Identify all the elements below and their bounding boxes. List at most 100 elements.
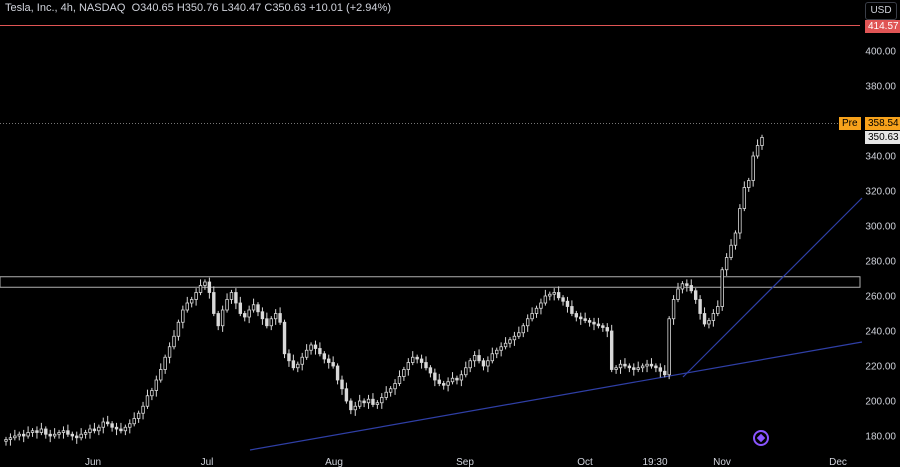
candle-body	[119, 428, 123, 432]
candle-body	[698, 299, 702, 314]
tradingview-logo-icon[interactable]	[753, 430, 769, 446]
candle-body	[636, 367, 640, 370]
low-label: L	[221, 2, 228, 14]
candle-body	[459, 374, 464, 381]
x-tick-label: Aug	[325, 457, 343, 467]
candle-body	[525, 318, 530, 327]
candle-series	[4, 134, 764, 446]
candle-body	[265, 318, 269, 327]
candle-body	[203, 281, 207, 286]
x-tick-label: Sep	[456, 457, 474, 467]
candle-body	[561, 297, 565, 302]
candle-body	[609, 330, 614, 370]
candle-body	[733, 232, 738, 246]
price-axis[interactable]: 180.00 200.00 220.00 240.00 260.00 280.00 300.…	[865, 47, 896, 443]
candle-body	[344, 388, 349, 402]
candle-body	[282, 321, 287, 355]
candle-body	[83, 432, 88, 435]
x-tick-label: Nov	[713, 457, 731, 467]
candle-body	[132, 418, 136, 425]
candle-body	[587, 320, 592, 323]
candle-body	[596, 323, 601, 327]
candle-body	[4, 439, 8, 442]
candle-body	[760, 136, 764, 146]
time-axis[interactable]: Jun Jul Aug Sep Oct 19:30 Nov Dec	[85, 457, 847, 467]
candle-body	[614, 367, 618, 370]
close-value: 350.63	[272, 2, 306, 14]
candle-body	[654, 365, 658, 369]
candle-body	[556, 292, 561, 299]
candle-body	[189, 299, 194, 304]
candle-body	[362, 400, 366, 404]
candle-body	[61, 430, 66, 433]
candle-body	[455, 377, 459, 381]
close-label: C	[264, 2, 273, 14]
candle-body	[159, 369, 163, 381]
y-tick-label: 380.00	[865, 82, 896, 93]
candle-body	[331, 362, 335, 367]
candle-body	[424, 362, 428, 369]
candle-body	[322, 353, 327, 360]
candle-body	[207, 281, 212, 293]
candle-body	[349, 400, 353, 411]
candle-body	[486, 360, 490, 367]
candle-body	[39, 428, 44, 433]
candle-body	[583, 318, 587, 321]
candle-body	[172, 335, 176, 348]
candle-body	[176, 321, 181, 337]
candle-body	[110, 423, 114, 428]
y-tick-label: 260.00	[865, 292, 896, 303]
candle-body	[220, 309, 225, 327]
candle-body	[21, 433, 26, 437]
y-tick-label: 240.00	[865, 327, 896, 338]
candle-body	[8, 437, 13, 440]
candle-body	[499, 346, 503, 351]
candle-body	[490, 353, 495, 362]
y-tick-label: 200.00	[865, 397, 896, 408]
candle-body	[287, 353, 291, 362]
candle-body	[30, 430, 35, 433]
open-label: O	[131, 2, 141, 14]
candle-body	[44, 428, 48, 435]
candle-body	[640, 365, 645, 369]
x-tick-label: Oct	[577, 457, 593, 467]
candle-body	[212, 292, 216, 314]
candle-body	[623, 363, 627, 367]
candle-body	[472, 355, 477, 362]
resistance-price-tag: 414.57	[865, 20, 900, 33]
candle-body	[181, 309, 185, 323]
lower-trendline	[249, 341, 863, 451]
candle-body	[13, 435, 17, 439]
candle-body	[658, 367, 663, 372]
candle-body	[441, 383, 446, 386]
candle-body	[693, 290, 698, 300]
candle-body	[419, 358, 424, 363]
candle-body	[26, 432, 30, 437]
resistance-zone-box	[0, 276, 861, 288]
candle-body	[291, 360, 296, 369]
candle-body	[574, 313, 579, 318]
candle-body	[618, 363, 623, 369]
symbol-legend: Tesla, Inc., 4h, NASDAQ O340.65 H350.76 …	[5, 2, 391, 14]
candle-body	[755, 145, 760, 157]
candle-body	[508, 339, 512, 344]
candle-body	[402, 369, 406, 377]
x-tick-label: Dec	[829, 457, 847, 467]
candle-body	[685, 283, 689, 286]
candle-body	[318, 348, 322, 355]
candle-body	[570, 306, 574, 314]
candle-body	[397, 376, 402, 384]
candle-body	[543, 295, 548, 304]
candle-body	[707, 320, 711, 325]
candle-body	[35, 430, 39, 433]
candle-body	[738, 208, 742, 234]
candle-body	[150, 390, 154, 397]
candle-body	[632, 367, 636, 370]
currency-button[interactable]: USD	[865, 2, 897, 20]
candle-body	[649, 363, 654, 367]
symbol-name: Tesla, Inc., 4h, NASDAQ	[5, 2, 126, 14]
overlay-lines	[0, 25, 863, 451]
candle-body	[512, 335, 517, 341]
steep-trendline	[682, 197, 863, 378]
